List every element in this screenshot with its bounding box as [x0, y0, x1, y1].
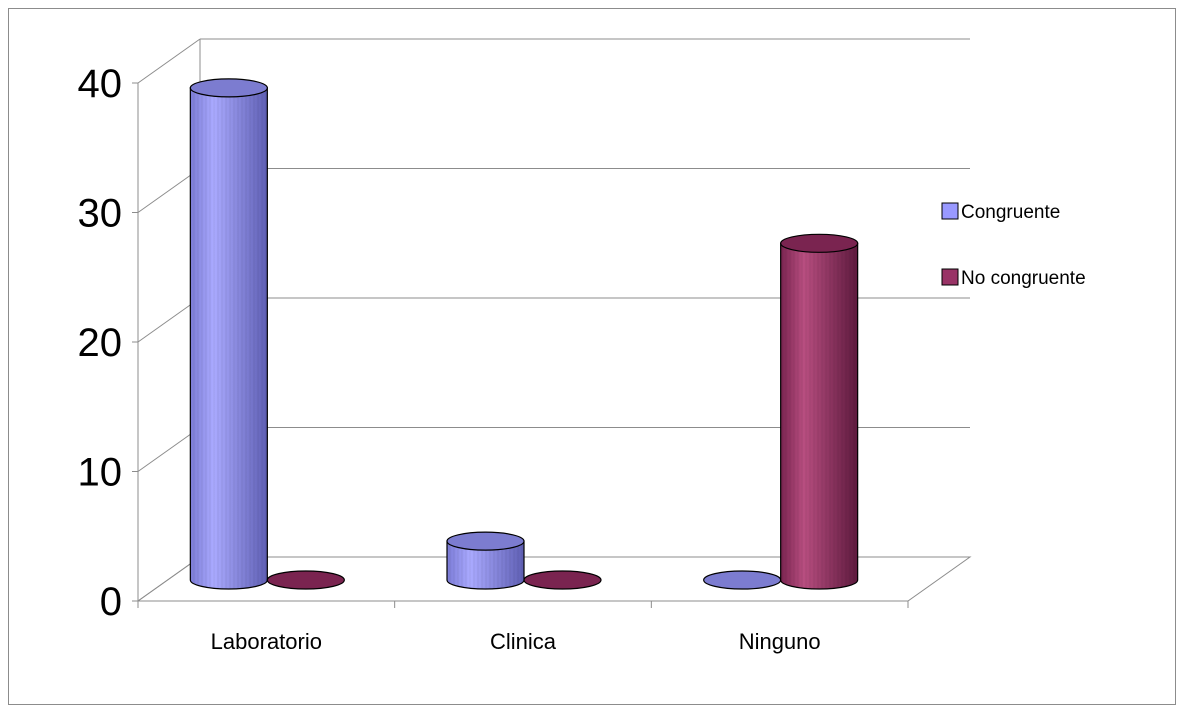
x-tick-label: Laboratorio	[211, 629, 322, 654]
bar-top	[703, 570, 782, 590]
gridline-depth	[137, 168, 201, 213]
gridline-depth	[137, 297, 201, 343]
y-tick-label: 40	[78, 62, 123, 106]
legend-label: No congruente	[961, 268, 1086, 289]
bar-no-congruente-clinica	[523, 570, 602, 590]
y-tick-label: 10	[78, 451, 123, 495]
legend-swatch-congruente	[941, 202, 959, 220]
bars-group	[189, 78, 859, 590]
x-tick-label: Ninguno	[739, 629, 821, 654]
legend-label: Congruente	[961, 202, 1060, 223]
bar-congruente-laboratorio	[189, 78, 268, 590]
bar-top	[780, 233, 859, 253]
bar-congruente-ninguno	[703, 570, 782, 590]
bar-top	[266, 570, 345, 590]
y-tick-label: 30	[78, 192, 123, 236]
bar-top	[189, 78, 268, 98]
legend-swatch-no-congruente	[941, 268, 959, 286]
bar-texture	[780, 243, 858, 590]
bar-top	[523, 570, 602, 590]
bar-texture	[190, 87, 268, 590]
bar-congruente-clinica	[446, 531, 525, 590]
gridline-depth	[137, 38, 201, 84]
legend: Congruente No congruente	[941, 202, 1086, 289]
bar-no-congruente-laboratorio	[266, 570, 345, 590]
x-tick-label: Clinica	[490, 629, 557, 654]
bar-texture	[447, 541, 524, 589]
bar-top	[446, 531, 525, 551]
gridline-depth	[137, 427, 201, 472]
labels-group: 0 10 20 30 40 Laboratorio Clinica Ninguno	[78, 62, 821, 654]
y-tick-label: 20	[78, 321, 123, 365]
bar-no-congruente-ninguno	[780, 233, 859, 590]
y-tick-label: 0	[100, 580, 122, 624]
